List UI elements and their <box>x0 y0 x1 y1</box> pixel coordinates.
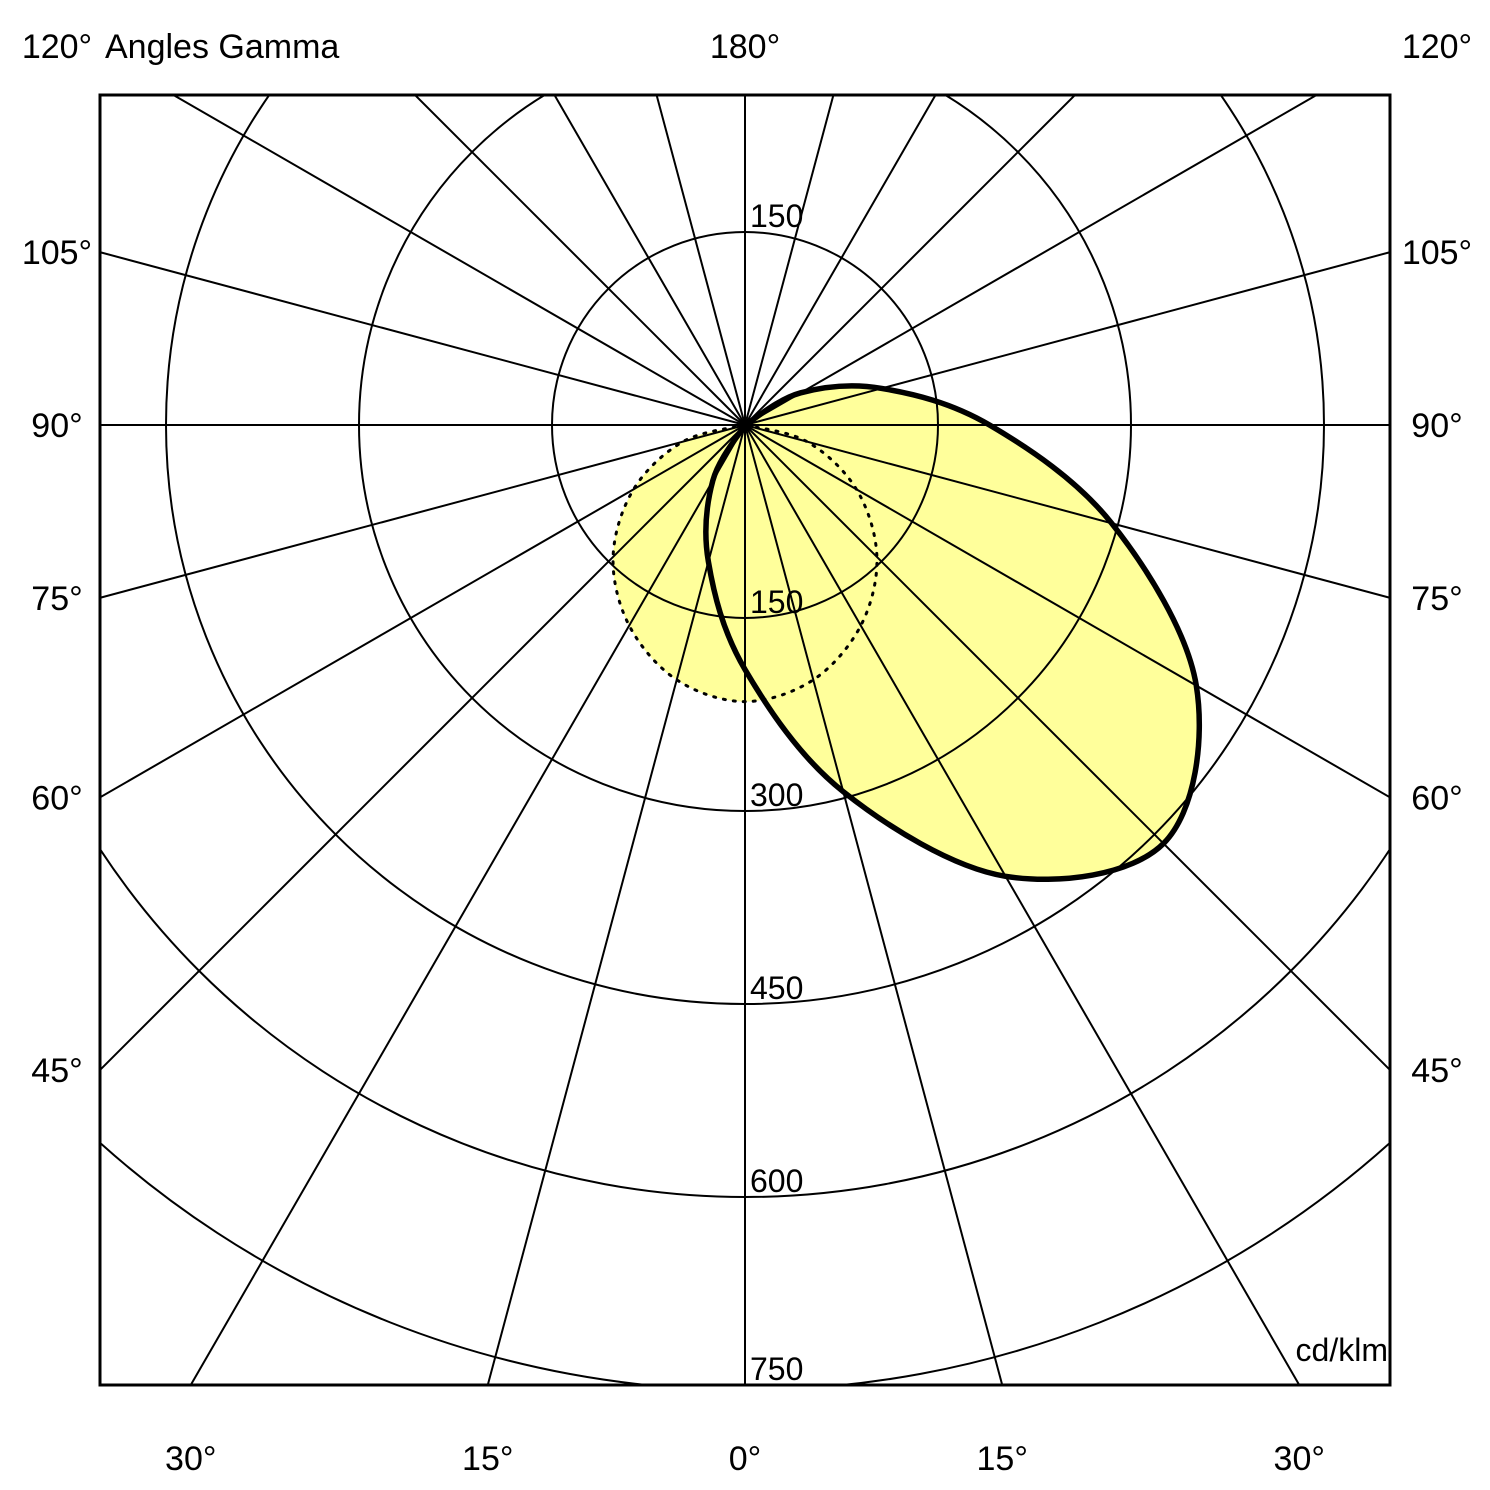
gamma-label-left: 45° <box>31 1052 82 1090</box>
gamma-ray <box>744 424 1390 599</box>
gamma-label-bottom: 30° <box>1274 1440 1325 1478</box>
ring-label: 600 <box>750 1163 803 1199</box>
ring-label: 450 <box>750 970 803 1006</box>
ring-label: 750 <box>750 1351 803 1387</box>
gamma-ray <box>100 424 746 799</box>
ring-label: 150 <box>750 584 803 620</box>
gamma-label-right: 120° <box>1402 28 1472 66</box>
ring-label: 150 <box>750 198 803 234</box>
gamma-label-right: 75° <box>1411 580 1462 618</box>
gamma-label-bottom: 0° <box>729 1440 762 1478</box>
gamma-ray <box>744 251 1390 426</box>
gamma-ray <box>744 424 1004 1385</box>
gamma-ray <box>744 424 1390 799</box>
intensity-ring <box>358 95 1132 812</box>
top-angle-label: 180° <box>709 28 781 66</box>
gamma-ray <box>744 424 1390 1072</box>
gamma-label-left: 75° <box>31 580 82 618</box>
gamma-ray <box>744 424 1301 1385</box>
gamma-label-left: 90° <box>31 407 82 445</box>
gamma-label-right: 105° <box>1402 234 1472 272</box>
gamma-ray <box>744 95 937 426</box>
gamma-ray <box>744 95 1077 426</box>
gamma-label-right: 60° <box>1411 779 1462 817</box>
intensity-ring <box>165 95 1325 1005</box>
gamma-ray <box>100 424 746 599</box>
dotted-plane-curve <box>611 423 879 704</box>
gamma-label-bottom: 15° <box>462 1440 513 1478</box>
axis-labels: 150 150 300 450 600 750 120° 105° 90° 75° 60° 45° 12… <box>22 28 1472 1478</box>
intensity-ring <box>551 231 939 619</box>
curve-strokes <box>611 383 1203 883</box>
gamma-ray <box>100 251 746 426</box>
gamma-label-right: 90° <box>1411 407 1462 445</box>
gamma-label-bottom: 30° <box>165 1440 216 1478</box>
gamma-ray <box>189 424 746 1385</box>
gamma-label-left: 105° <box>22 234 92 272</box>
gamma-ray <box>553 95 746 426</box>
gamma-ray <box>413 95 746 426</box>
intensity-ring <box>100 847 1390 1198</box>
chart-title: Angles Gamma <box>105 28 340 66</box>
gamma-ray <box>655 95 746 426</box>
gamma-label-left: 60° <box>31 779 82 817</box>
gamma-ray <box>486 424 746 1385</box>
gamma-label-left: 120° <box>22 28 92 66</box>
gamma-ray <box>744 95 835 426</box>
unit-label: cd/klm <box>1295 1332 1388 1368</box>
gamma-ray <box>171 95 746 426</box>
gamma-label-right: 45° <box>1411 1052 1462 1090</box>
curve-fills <box>613 385 1200 880</box>
ring-label: 300 <box>750 777 803 813</box>
gamma-ray <box>744 95 1319 426</box>
gamma-label-bottom: 15° <box>977 1440 1028 1478</box>
plot-border <box>98 93 1392 1387</box>
gamma-ray <box>100 424 746 1072</box>
solid-plane-curve <box>703 383 1203 883</box>
